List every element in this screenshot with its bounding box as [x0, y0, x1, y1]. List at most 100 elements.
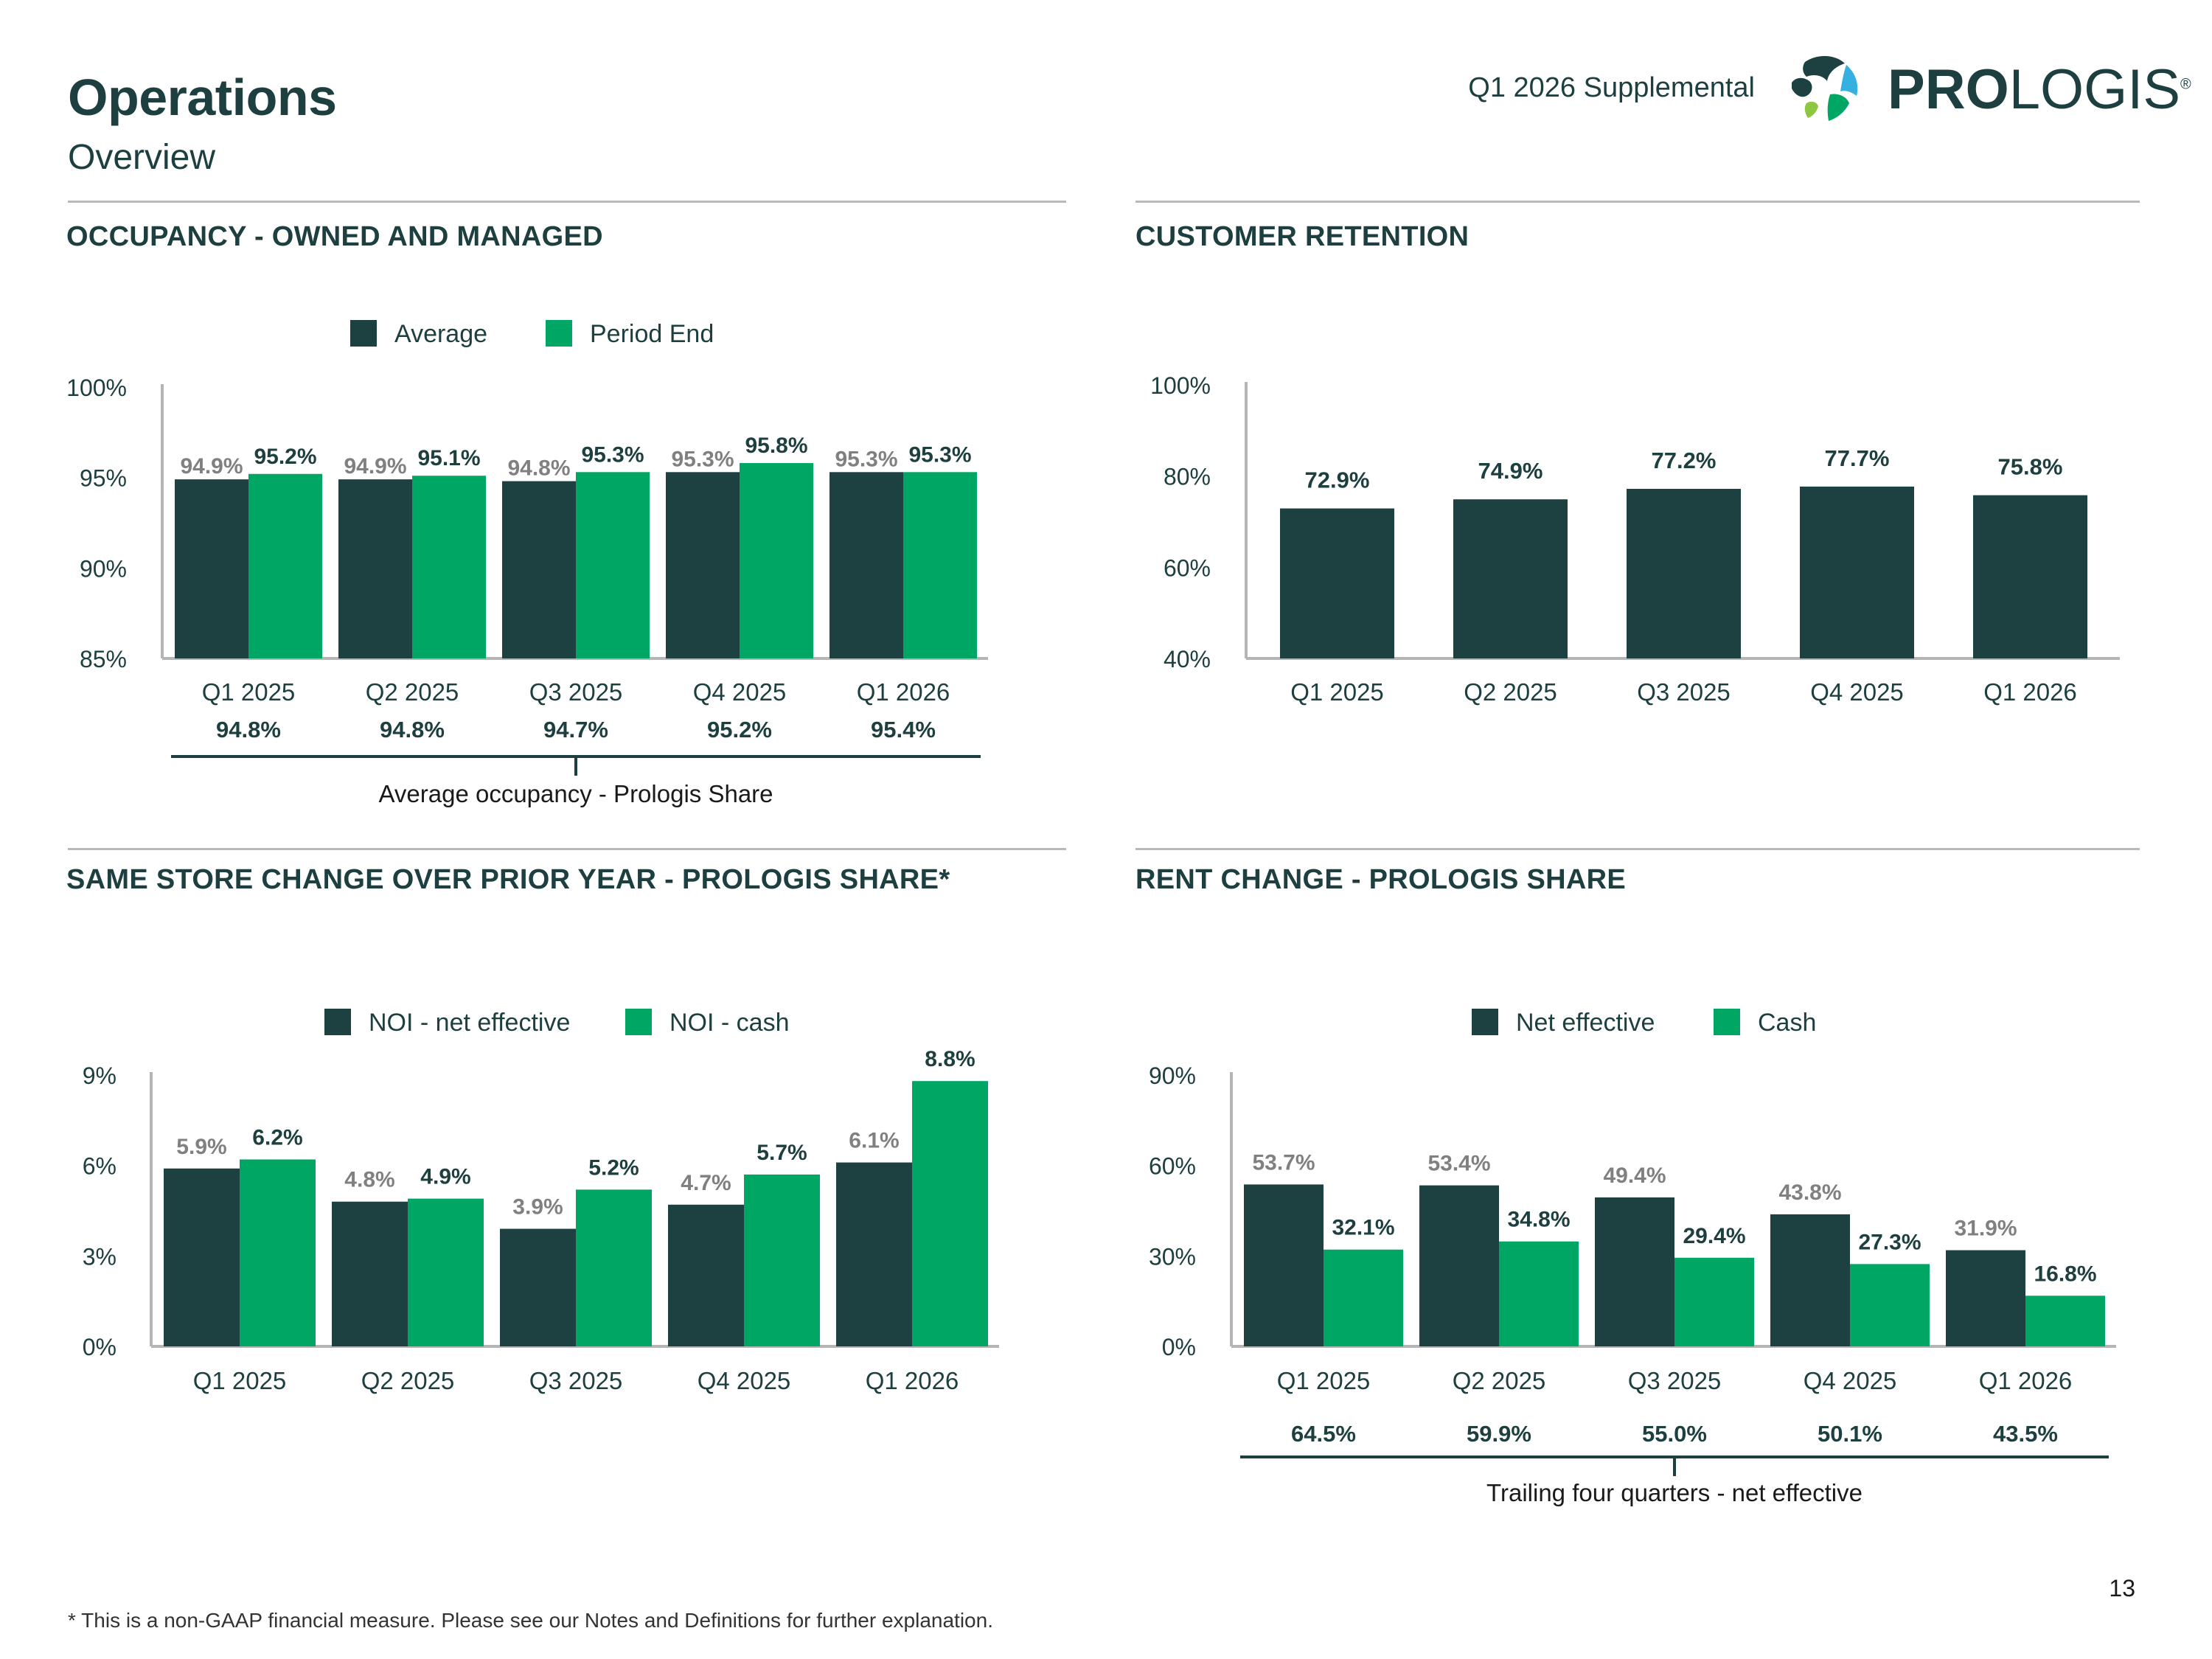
data-label: 31.9% — [1954, 1217, 2017, 1241]
y-tick-label: 85% — [80, 646, 127, 672]
bar-cash — [1850, 1264, 1930, 1346]
data-label: 27.3% — [1858, 1230, 1921, 1254]
data-label: 8.8% — [925, 1047, 975, 1071]
bar-period-end — [576, 472, 650, 658]
legend-swatch — [1714, 1009, 1740, 1035]
data-label: 49.4% — [1603, 1164, 1666, 1188]
bar-net-effective — [1770, 1214, 1850, 1346]
legend-swatch — [1472, 1009, 1498, 1035]
extra-row-value: 94.7% — [543, 717, 608, 742]
y-tick-label: 30% — [1149, 1243, 1196, 1270]
bar-retention — [1800, 486, 1914, 658]
extra-row-value: 55.0% — [1642, 1421, 1707, 1447]
prologis-logo: PROLOGIS® — [1888, 58, 2191, 122]
data-label: 53.4% — [1427, 1152, 1490, 1176]
x-tick-label: Q1 2025 — [193, 1367, 287, 1394]
bar-period-end — [740, 463, 813, 658]
data-label: 16.8% — [2034, 1262, 2096, 1286]
bar-cash — [1674, 1257, 1754, 1346]
x-tick-label: Q1 2026 — [857, 678, 950, 706]
y-tick-label: 60% — [1164, 554, 1211, 581]
customer-retention-chart: 40% 60% 80% 100% 72.9% Q1 2025 74.9% Q2 2025 77.… — [1150, 372, 2120, 706]
x-tick-label: Q1 2026 — [866, 1367, 959, 1394]
bar-cash — [2025, 1295, 2105, 1346]
y-tick-label: 80% — [1164, 464, 1211, 490]
y-tick-label: 6% — [83, 1153, 116, 1180]
legend-label: Average — [394, 320, 487, 348]
legend-swatch — [546, 320, 572, 347]
data-label: 94.9% — [344, 454, 406, 479]
logo-registered-mark: ® — [2180, 76, 2191, 93]
data-label: 94.8% — [507, 456, 570, 481]
data-label: 77.2% — [1652, 448, 1717, 473]
data-label: 95.3% — [835, 447, 897, 471]
data-label: 95.1% — [417, 446, 480, 470]
section-divider — [1135, 848, 2140, 850]
bar-noi-cash — [576, 1189, 652, 1346]
data-label: 4.8% — [344, 1168, 394, 1192]
extra-row-value: 94.8% — [380, 717, 445, 742]
y-tick-label: 0% — [1162, 1334, 1196, 1360]
bar-cash — [1499, 1241, 1579, 1346]
extra-row-caption: Trailing four quarters - net effective — [1486, 1479, 1863, 1506]
same-store-chart: NOI - net effective NOI - cash 0% 3% 6% 9% 5.9… — [83, 1009, 999, 1394]
x-tick-label: Q1 2026 — [1983, 678, 2077, 706]
legend-label: Period End — [590, 320, 714, 348]
bar-noi-net-effective — [668, 1204, 744, 1346]
bar-period-end — [248, 473, 322, 658]
extra-row-value: 94.8% — [216, 717, 281, 742]
legend-label: NOI - net effective — [369, 1009, 570, 1037]
occupancy-chart: Average Period End 85% 90% 95% 100% 94.9% 95.2%… — [66, 320, 988, 807]
x-tick-label: Q1 2026 — [1979, 1367, 2073, 1394]
x-tick-label: Q1 2025 — [1277, 1367, 1371, 1394]
data-label: 95.3% — [671, 447, 734, 471]
bar-noi-cash — [912, 1081, 988, 1346]
data-label: 32.1% — [1332, 1216, 1394, 1240]
x-tick-label: Q2 2025 — [1453, 1367, 1546, 1394]
data-label: 4.9% — [420, 1165, 470, 1189]
data-label: 5.9% — [176, 1135, 226, 1159]
legend-label: Net effective — [1516, 1009, 1655, 1037]
legend-label: Cash — [1758, 1009, 1816, 1037]
x-tick-label: Q3 2025 — [1637, 678, 1731, 706]
bar-net-effective — [1419, 1185, 1499, 1346]
data-label: 6.2% — [252, 1125, 302, 1150]
page-title: Operations — [68, 69, 337, 126]
bar-period-end — [412, 476, 486, 658]
logo-bold-text: PRO — [1888, 58, 2009, 121]
bar-net-effective — [1595, 1197, 1674, 1346]
bar-noi-cash — [240, 1159, 316, 1346]
data-label: 5.7% — [757, 1141, 807, 1165]
y-tick-label: 40% — [1164, 646, 1211, 672]
same-store-section-title: SAME STORE CHANGE OVER PRIOR YEAR - PROL… — [66, 864, 950, 895]
extra-row-value: 50.1% — [1818, 1421, 1882, 1447]
extra-row-value: 95.2% — [707, 717, 772, 742]
page-subtitle: Overview — [68, 138, 216, 177]
bar-average — [666, 472, 740, 658]
data-label: 5.2% — [588, 1155, 639, 1180]
bar-noi-cash — [744, 1174, 820, 1346]
data-label: 4.7% — [681, 1171, 731, 1195]
bar-noi-net-effective — [500, 1228, 576, 1346]
x-tick-label: Q2 2025 — [1464, 678, 1557, 706]
rent-change-section-title: RENT CHANGE - PROLOGIS SHARE — [1135, 864, 1626, 895]
supplemental-label: Q1 2026 Supplemental — [1468, 72, 1755, 103]
y-tick-label: 100% — [66, 375, 127, 401]
globe-logo-icon — [1790, 52, 1860, 123]
y-tick-label: 9% — [83, 1062, 116, 1089]
data-label: 6.1% — [849, 1129, 899, 1153]
x-tick-label: Q4 2025 — [698, 1367, 791, 1394]
data-label: 53.7% — [1252, 1150, 1315, 1175]
rent-change-chart: Net effective Cash 0% 30% 60% 90% 53.7% 32.1% Q1… — [1149, 1009, 2116, 1506]
y-tick-label: 100% — [1150, 372, 1211, 399]
bar-net-effective — [1244, 1184, 1324, 1346]
legend-swatch — [350, 320, 377, 347]
y-tick-label: 90% — [1149, 1062, 1196, 1089]
data-label: 95.3% — [581, 442, 644, 467]
data-label: 75.8% — [1998, 454, 2063, 480]
bar-noi-net-effective — [332, 1201, 408, 1346]
bar-retention — [1627, 488, 1741, 658]
bar-retention — [1973, 495, 2087, 658]
bar-retention — [1453, 499, 1568, 658]
data-label: 34.8% — [1507, 1208, 1570, 1232]
